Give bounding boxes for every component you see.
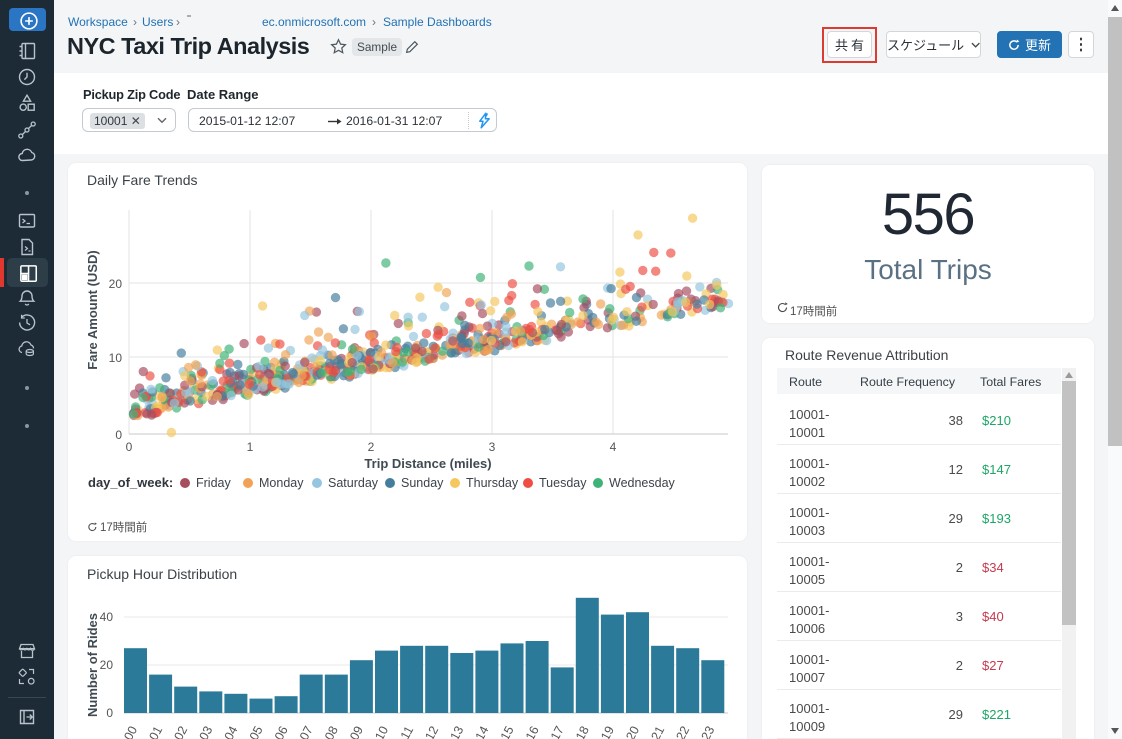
svg-text:09: 09 (347, 724, 366, 739)
svg-text:Tuesday: Tuesday (539, 476, 587, 490)
svg-text:40: 40 (100, 610, 114, 624)
svg-text:0: 0 (126, 440, 133, 454)
svg-text:Wednesday: Wednesday (609, 476, 676, 490)
svg-text:day_of_week:: day_of_week: (88, 475, 173, 490)
svg-text:03: 03 (197, 724, 216, 739)
svg-text:20: 20 (109, 277, 123, 291)
svg-text:13: 13 (448, 724, 467, 739)
svg-text:00: 00 (121, 724, 140, 739)
svg-text:05: 05 (247, 724, 266, 739)
svg-text:21: 21 (648, 724, 667, 739)
svg-text:Saturday: Saturday (328, 476, 379, 490)
svg-text:Trip Distance (miles): Trip Distance (miles) (364, 456, 491, 471)
svg-text:Fare Amount (USD): Fare Amount (USD) (85, 250, 100, 369)
svg-text:20: 20 (100, 658, 114, 672)
svg-text:20: 20 (623, 724, 642, 739)
svg-text:Sunday: Sunday (401, 476, 444, 490)
svg-text:08: 08 (322, 724, 341, 739)
svg-text:4: 4 (610, 440, 617, 454)
svg-text:3: 3 (489, 440, 496, 454)
svg-text:02: 02 (171, 724, 190, 739)
svg-text:16: 16 (523, 724, 542, 739)
svg-text:10: 10 (109, 351, 123, 365)
svg-text:17: 17 (548, 724, 567, 739)
svg-text:0: 0 (115, 428, 122, 442)
svg-text:1: 1 (247, 440, 254, 454)
svg-text:Friday: Friday (196, 476, 231, 490)
svg-text:23: 23 (699, 724, 718, 739)
svg-text:15: 15 (498, 724, 517, 739)
svg-text:06: 06 (272, 724, 291, 739)
svg-text:2: 2 (368, 440, 375, 454)
svg-text:01: 01 (146, 724, 165, 739)
svg-text:19: 19 (598, 724, 617, 739)
svg-text:17時間前: 17時間前 (100, 520, 147, 534)
svg-text:11: 11 (398, 724, 416, 739)
svg-text:Monday: Monday (259, 476, 304, 490)
svg-text:22: 22 (673, 724, 692, 739)
svg-text:0: 0 (106, 706, 113, 720)
svg-text:18: 18 (573, 724, 592, 739)
svg-text:Thursday: Thursday (466, 476, 519, 490)
svg-text:04: 04 (222, 724, 241, 739)
svg-text:07: 07 (297, 724, 316, 739)
svg-text:Number of Rides: Number of Rides (85, 613, 100, 717)
svg-text:12: 12 (422, 724, 441, 739)
svg-text:10: 10 (372, 724, 391, 739)
svg-text:14: 14 (473, 724, 492, 739)
